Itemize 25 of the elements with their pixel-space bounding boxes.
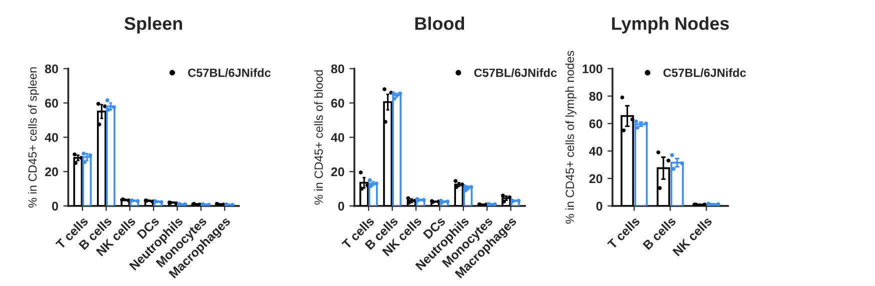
y-axis-title: % in CD45+ cells of lymph nodes (565, 50, 576, 224)
legend-label: C57BL/6JNifdc (474, 68, 557, 78)
y-tick-label: 40 (44, 133, 58, 142)
y-tick-label: 60 (331, 98, 344, 108)
y-tick-label: 60 (589, 119, 602, 128)
legend-label: C57BL/6JNifdc (188, 68, 271, 78)
y-tick-label: 0 (338, 202, 344, 211)
chart-title: Spleen (124, 16, 182, 34)
y-tick-label: 100 (582, 64, 602, 74)
y-tick-label: 20 (589, 174, 602, 184)
y-tick-label: 20 (45, 167, 58, 176)
y-tick-label: 0 (596, 202, 602, 211)
chart-title: Lymph Nodes (612, 16, 729, 34)
chart-title: Blood (415, 16, 464, 30)
y-tick-label: 80 (45, 64, 58, 74)
legend-label: C57BL/6JNifdc (663, 68, 746, 78)
y-tick-label: 20 (331, 167, 344, 176)
y-axis-title: % in CD45+ cells of spleen (28, 67, 40, 208)
y-tick-label: 0 (52, 202, 58, 211)
y-tick-label: 80 (589, 92, 602, 101)
y-tick-label: 40 (589, 146, 602, 156)
y-axis-title: % in CD45+ cells of blood (314, 70, 323, 205)
y-tick-label: 80 (331, 64, 344, 74)
y-tick-label: 60 (45, 98, 58, 108)
y-tick-label: 40 (330, 133, 344, 142)
